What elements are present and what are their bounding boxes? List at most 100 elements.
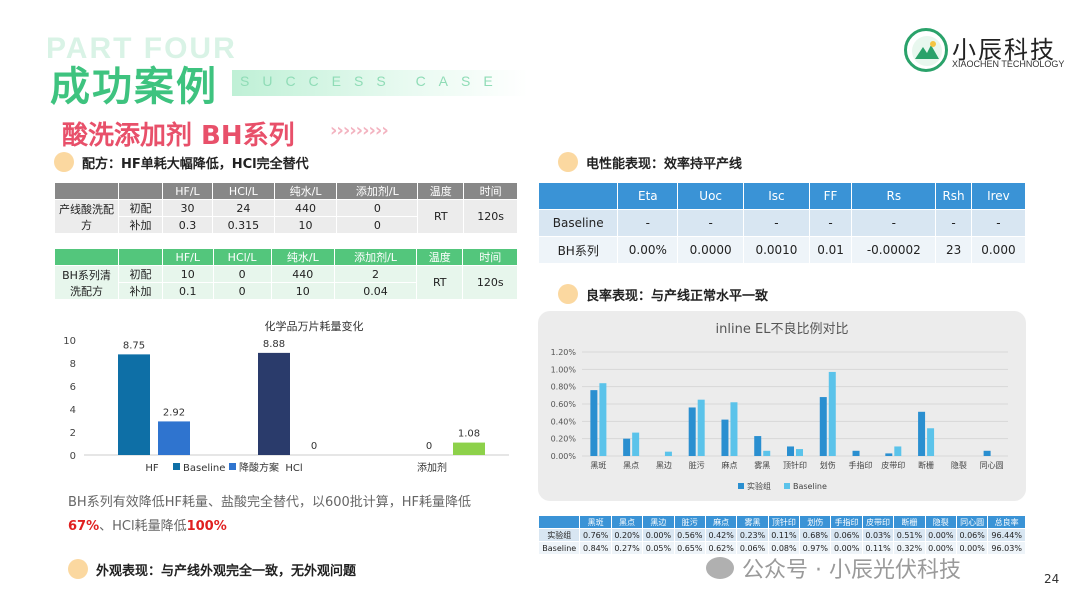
table-cell: - — [808, 209, 853, 237]
bullet-dot-icon — [54, 152, 74, 172]
table-header: Uoc — [677, 182, 745, 210]
x-tick-label: HCl — [285, 463, 302, 474]
x-tick-label: 黑点 — [623, 461, 639, 470]
bar-mark — [158, 421, 190, 455]
legend-label: 实验组 — [747, 481, 771, 491]
table-cell: 10 — [273, 216, 338, 234]
x-tick-label: 顶针印 — [783, 460, 807, 470]
table-cell: 2 — [333, 265, 418, 283]
table-cell: 0.0000 — [677, 236, 745, 264]
y-tick-label: 8 — [70, 359, 76, 370]
y-tick-label: 0.60% — [551, 400, 577, 409]
table-cell: 0.32% — [893, 541, 926, 555]
table-header — [537, 182, 619, 210]
chevron-decoration-icon: ››››››››› — [330, 120, 389, 141]
table-cell: 产线酸洗配方 — [54, 199, 119, 234]
table-cell: 0.00% — [617, 236, 679, 264]
bar-mark — [688, 407, 696, 456]
table-cell: 10 — [162, 265, 214, 283]
table-cell: 0.01 — [808, 236, 853, 264]
table-cell: 23 — [935, 236, 972, 264]
table-cell: 0.11% — [767, 528, 801, 542]
table-cell: 0.62% — [704, 541, 738, 555]
x-tick-label: 手指印 — [849, 460, 873, 470]
table-cell: - — [935, 209, 972, 237]
table-cell: 10 — [270, 282, 335, 300]
table-header: Rs — [851, 182, 937, 210]
table-cell: 0.00% — [955, 541, 989, 555]
bar-mark — [623, 438, 631, 456]
table-cell: 0 — [212, 265, 272, 283]
x-tick-label: 黑边 — [656, 460, 672, 470]
table-cell: 0.08% — [767, 541, 801, 555]
table-row: 产线酸洗配方 初配 30 24 440 0 RT 120s — [54, 199, 518, 234]
table-cell: 0.11% — [861, 541, 895, 555]
brand-logo — [904, 28, 948, 72]
table-cell: Baseline — [537, 209, 619, 237]
brand-name-en: XIAOCHEN TECHNOLOGY — [952, 59, 1065, 69]
table-cell: 0 — [212, 282, 272, 300]
bar-mark — [664, 451, 672, 456]
table-header — [54, 182, 119, 200]
subtitle-en: SUCCESS CASE — [240, 73, 506, 89]
table-cell: 0.000 — [970, 236, 1027, 264]
bar-mark — [894, 446, 902, 456]
table-header: Rsh — [935, 182, 972, 210]
bar-mark — [918, 411, 926, 456]
table-row: 补加 0.1 0 10 0.04 — [55, 282, 518, 300]
y-tick-label: 2 — [70, 428, 76, 439]
legend-label: 降酸方案 — [239, 461, 279, 474]
legend-label: Baseline — [183, 463, 225, 474]
table-cell: 0.315 — [211, 216, 275, 234]
x-tick-label: 脏污 — [689, 460, 705, 470]
table-header: 黑斑 — [579, 515, 612, 529]
legend-swatch — [784, 483, 790, 489]
yield-table: 黑斑 黑点 黑边 脏污 麻点 雾黑 顶针印 划伤 手指印 皮带印 断栅 隐裂 同心圆 总良率 实验组 0.7… — [537, 515, 1026, 555]
watermark-text: 公众号 · 小辰光伏科技 — [742, 558, 961, 583]
data-label: 0 — [311, 441, 317, 452]
table-row: 补加 0.3 0.315 10 0 — [55, 216, 518, 234]
table-cell: 120s — [463, 199, 518, 234]
watermark: 公众号 · 小辰光伏科技 — [706, 552, 961, 584]
table-cell: 补加 — [118, 216, 163, 234]
bar-mark — [819, 397, 827, 456]
electrical-heading: 电性能表现：效率持平产线 — [558, 152, 742, 172]
x-tick-label: 皮带印 — [881, 460, 905, 470]
table-cell: 120s — [462, 265, 518, 300]
table-header: 手指印 — [830, 515, 863, 529]
appearance-heading-text: 外观表现：与产线外观完全一致，无外观问题 — [96, 563, 357, 579]
table-row: BH系列 0.00% 0.0000 0.0010 0.01 -0.00002 2… — [537, 236, 1027, 264]
data-label: 1.08 — [458, 429, 480, 440]
x-tick-label: 麻点 — [721, 460, 737, 470]
table-cell: 0.03% — [861, 528, 895, 542]
table-header — [118, 182, 163, 200]
wechat-icon — [706, 557, 734, 579]
x-tick-label: HF — [145, 463, 159, 474]
table-cell: - — [970, 209, 1027, 237]
table-header: 脏污 — [673, 515, 706, 529]
table-cell: 0.00% — [642, 528, 675, 542]
x-tick-label: 划伤 — [820, 460, 836, 470]
page-number: 24 — [1044, 572, 1060, 586]
table-header: 温度 — [416, 248, 464, 266]
x-tick-label: 添加剂 — [417, 461, 447, 474]
table-cell: 0 — [336, 216, 419, 234]
table-header: 时间 — [462, 248, 518, 266]
table-header: 皮带印 — [861, 515, 895, 529]
el-chart-card: inline EL不良比例对比 0.00% 0.20% 0.40% 0.60% 0.80… — [538, 311, 1026, 501]
chart-title: inline EL不良比例对比 — [716, 321, 849, 337]
y-tick-label: 0.40% — [551, 417, 577, 426]
data-label: 0 — [426, 441, 432, 452]
mountain-sun-icon — [912, 36, 942, 66]
table-header: 纯水/L — [270, 248, 335, 266]
bar-mark — [828, 371, 836, 456]
table-cell: - — [743, 209, 810, 237]
chemical-consumption-chart: 化学品万片耗量变化 0 2 4 6 8 10 8.75 2.92 8.88 0 0 1.08 HF B… — [63, 319, 509, 474]
y-tick-label: 6 — [70, 382, 76, 393]
table-cell: 实验组 — [537, 528, 581, 542]
table-cell: 0.27% — [610, 541, 644, 555]
table-cell: 30 — [162, 199, 213, 217]
formula-table-bh: HF/L HCl/L 纯水/L 添加剂/L 温度 时间 BH系列清洗配方 初配 … — [54, 248, 518, 300]
table-header: 顶针印 — [767, 515, 801, 529]
table-cell: 0.00% — [830, 541, 863, 555]
